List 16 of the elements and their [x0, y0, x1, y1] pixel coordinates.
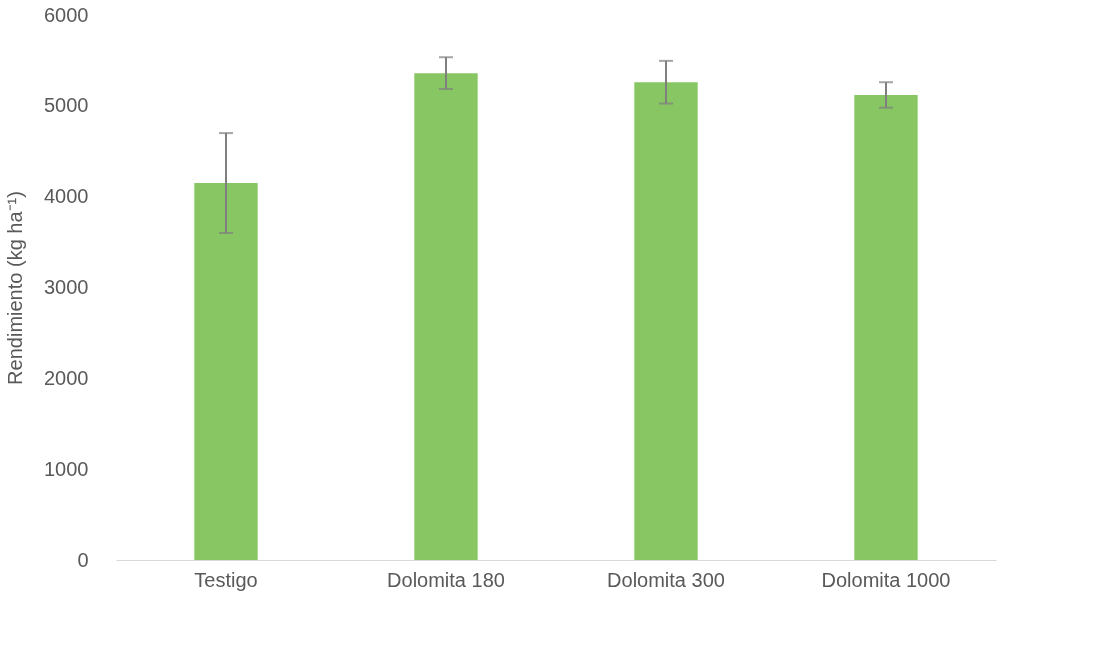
bar	[414, 73, 478, 560]
y-axis-title: Rendimiento (kg ha⁻¹)	[4, 191, 27, 385]
bar	[854, 94, 918, 560]
y-tick-label: 2000	[44, 366, 89, 389]
x-tick-label: Dolomita 180	[387, 568, 505, 591]
bar	[194, 183, 258, 560]
y-tick-label: 0	[77, 548, 89, 571]
x-tick-label: Testigo	[194, 568, 258, 591]
bar	[634, 82, 698, 560]
y-tick-label: 3000	[44, 276, 89, 298]
y-tick-label: 4000	[44, 185, 89, 208]
y-tick-label: 1000	[44, 457, 89, 480]
x-tick-label: Dolomita 1000	[821, 568, 951, 591]
y-tick-label: 6000	[44, 3, 89, 26]
y-tick-label: 5000	[44, 94, 89, 117]
x-tick-label: Dolomita 300	[607, 568, 725, 591]
